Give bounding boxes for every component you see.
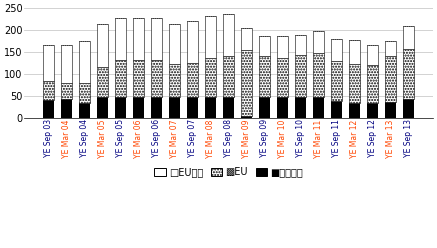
Bar	[187, 62, 198, 97]
Bar	[223, 97, 234, 118]
Bar	[169, 97, 180, 118]
Bar	[205, 16, 216, 58]
Bar	[313, 53, 324, 97]
Legend: □EU以外, ▩EU, ■イギリス: □EU以外, ▩EU, ■イギリス	[150, 163, 307, 181]
Bar	[403, 49, 414, 99]
Bar	[223, 56, 234, 97]
Bar	[241, 50, 252, 116]
Bar	[331, 61, 342, 101]
Bar	[259, 56, 270, 97]
Bar	[368, 45, 378, 65]
Bar	[277, 36, 288, 58]
Bar	[313, 97, 324, 118]
Bar	[115, 18, 126, 60]
Bar	[277, 58, 288, 97]
Bar	[133, 97, 144, 118]
Bar	[403, 99, 414, 118]
Bar	[169, 64, 180, 97]
Bar	[295, 97, 306, 118]
Bar	[151, 97, 162, 118]
Bar	[61, 83, 72, 99]
Bar	[403, 26, 414, 49]
Bar	[43, 45, 54, 81]
Bar	[115, 97, 126, 118]
Bar	[79, 102, 90, 118]
Bar	[223, 14, 234, 56]
Bar	[79, 41, 90, 83]
Bar	[43, 100, 54, 118]
Bar	[187, 97, 198, 118]
Bar	[368, 65, 378, 102]
Bar	[259, 97, 270, 118]
Bar	[313, 31, 324, 53]
Bar	[295, 55, 306, 97]
Bar	[331, 39, 342, 61]
Bar	[187, 21, 198, 62]
Bar	[385, 41, 396, 56]
Bar	[43, 81, 54, 100]
Bar	[241, 28, 252, 50]
Bar	[349, 40, 360, 64]
Bar	[385, 102, 396, 118]
Bar	[97, 97, 108, 118]
Bar	[151, 60, 162, 97]
Bar	[97, 66, 108, 97]
Bar	[205, 58, 216, 97]
Bar	[241, 116, 252, 118]
Bar	[97, 24, 108, 66]
Bar	[205, 97, 216, 118]
Bar	[133, 18, 144, 60]
Bar	[151, 18, 162, 60]
Bar	[277, 97, 288, 118]
Bar	[169, 24, 180, 64]
Bar	[61, 45, 72, 83]
Bar	[349, 64, 360, 102]
Bar	[349, 102, 360, 118]
Bar	[61, 99, 72, 118]
Bar	[259, 36, 270, 56]
Bar	[331, 101, 342, 118]
Bar	[385, 56, 396, 102]
Bar	[295, 35, 306, 55]
Bar	[133, 60, 144, 97]
Bar	[79, 83, 90, 102]
Bar	[368, 102, 378, 118]
Bar	[115, 60, 126, 97]
